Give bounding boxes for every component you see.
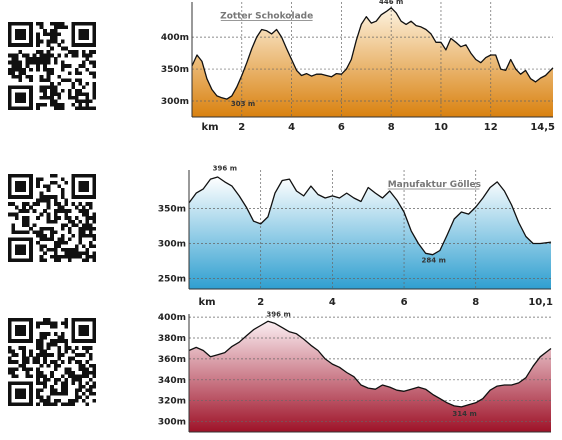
y-tick-label: 300m (158, 418, 186, 428)
elevation-area (189, 321, 551, 432)
x-tick-label: 8 (388, 122, 395, 133)
x-tick-label: 6 (401, 297, 408, 308)
y-tick-label: 380m (158, 334, 186, 344)
elevation-area (192, 7, 553, 117)
x-tick-label: 10 (434, 122, 448, 133)
place-label: Manufaktur Gölles (388, 180, 481, 190)
x-tick-label: 4 (329, 297, 336, 308)
x-tick-label: 6 (338, 122, 345, 133)
elevation-area (189, 177, 551, 289)
y-tick-label: 300m (161, 97, 189, 107)
y-tick-label: 350m (161, 65, 189, 75)
elevation-point-label: 284 m (422, 257, 446, 265)
x-tick-label: 10,1 (528, 297, 553, 308)
x-axis-label: km (201, 122, 218, 133)
place-label: Zotter Schokolade (220, 11, 313, 21)
x-tick-label: 14,5 (530, 122, 555, 133)
elevation-point-label: 396 m (266, 310, 290, 318)
y-tick-label: 320m (158, 397, 186, 407)
qr-code-1 (8, 22, 96, 110)
y-tick-label: 400m (161, 33, 189, 43)
x-tick-label: 8 (472, 297, 479, 308)
elevation-line (188, 176, 552, 256)
x-tick-label: 4 (288, 122, 295, 133)
y-tick-label: 360m (158, 355, 186, 365)
elevation-point-label: 314 m (452, 410, 476, 418)
x-axis-label: km (198, 297, 215, 308)
y-tick-label: 350m (158, 205, 186, 215)
qr-code-3 (8, 318, 96, 406)
y-tick-label: 250m (158, 275, 186, 285)
x-tick-label: 2 (238, 122, 245, 133)
elevation-point-label: 303 m (231, 100, 255, 108)
x-tick-label: 2 (257, 297, 264, 308)
y-tick-label: 300m (158, 240, 186, 250)
x-tick-label: 12 (484, 122, 498, 133)
elevation-line (191, 7, 554, 100)
qr-code-2 (8, 174, 96, 262)
elevation-point-label: 446 m (379, 0, 403, 6)
elevation-line (188, 320, 552, 408)
y-tick-label: 340m (158, 376, 186, 386)
y-tick-label: 400m (158, 313, 186, 323)
elevation-point-label: 396 m (213, 164, 237, 172)
